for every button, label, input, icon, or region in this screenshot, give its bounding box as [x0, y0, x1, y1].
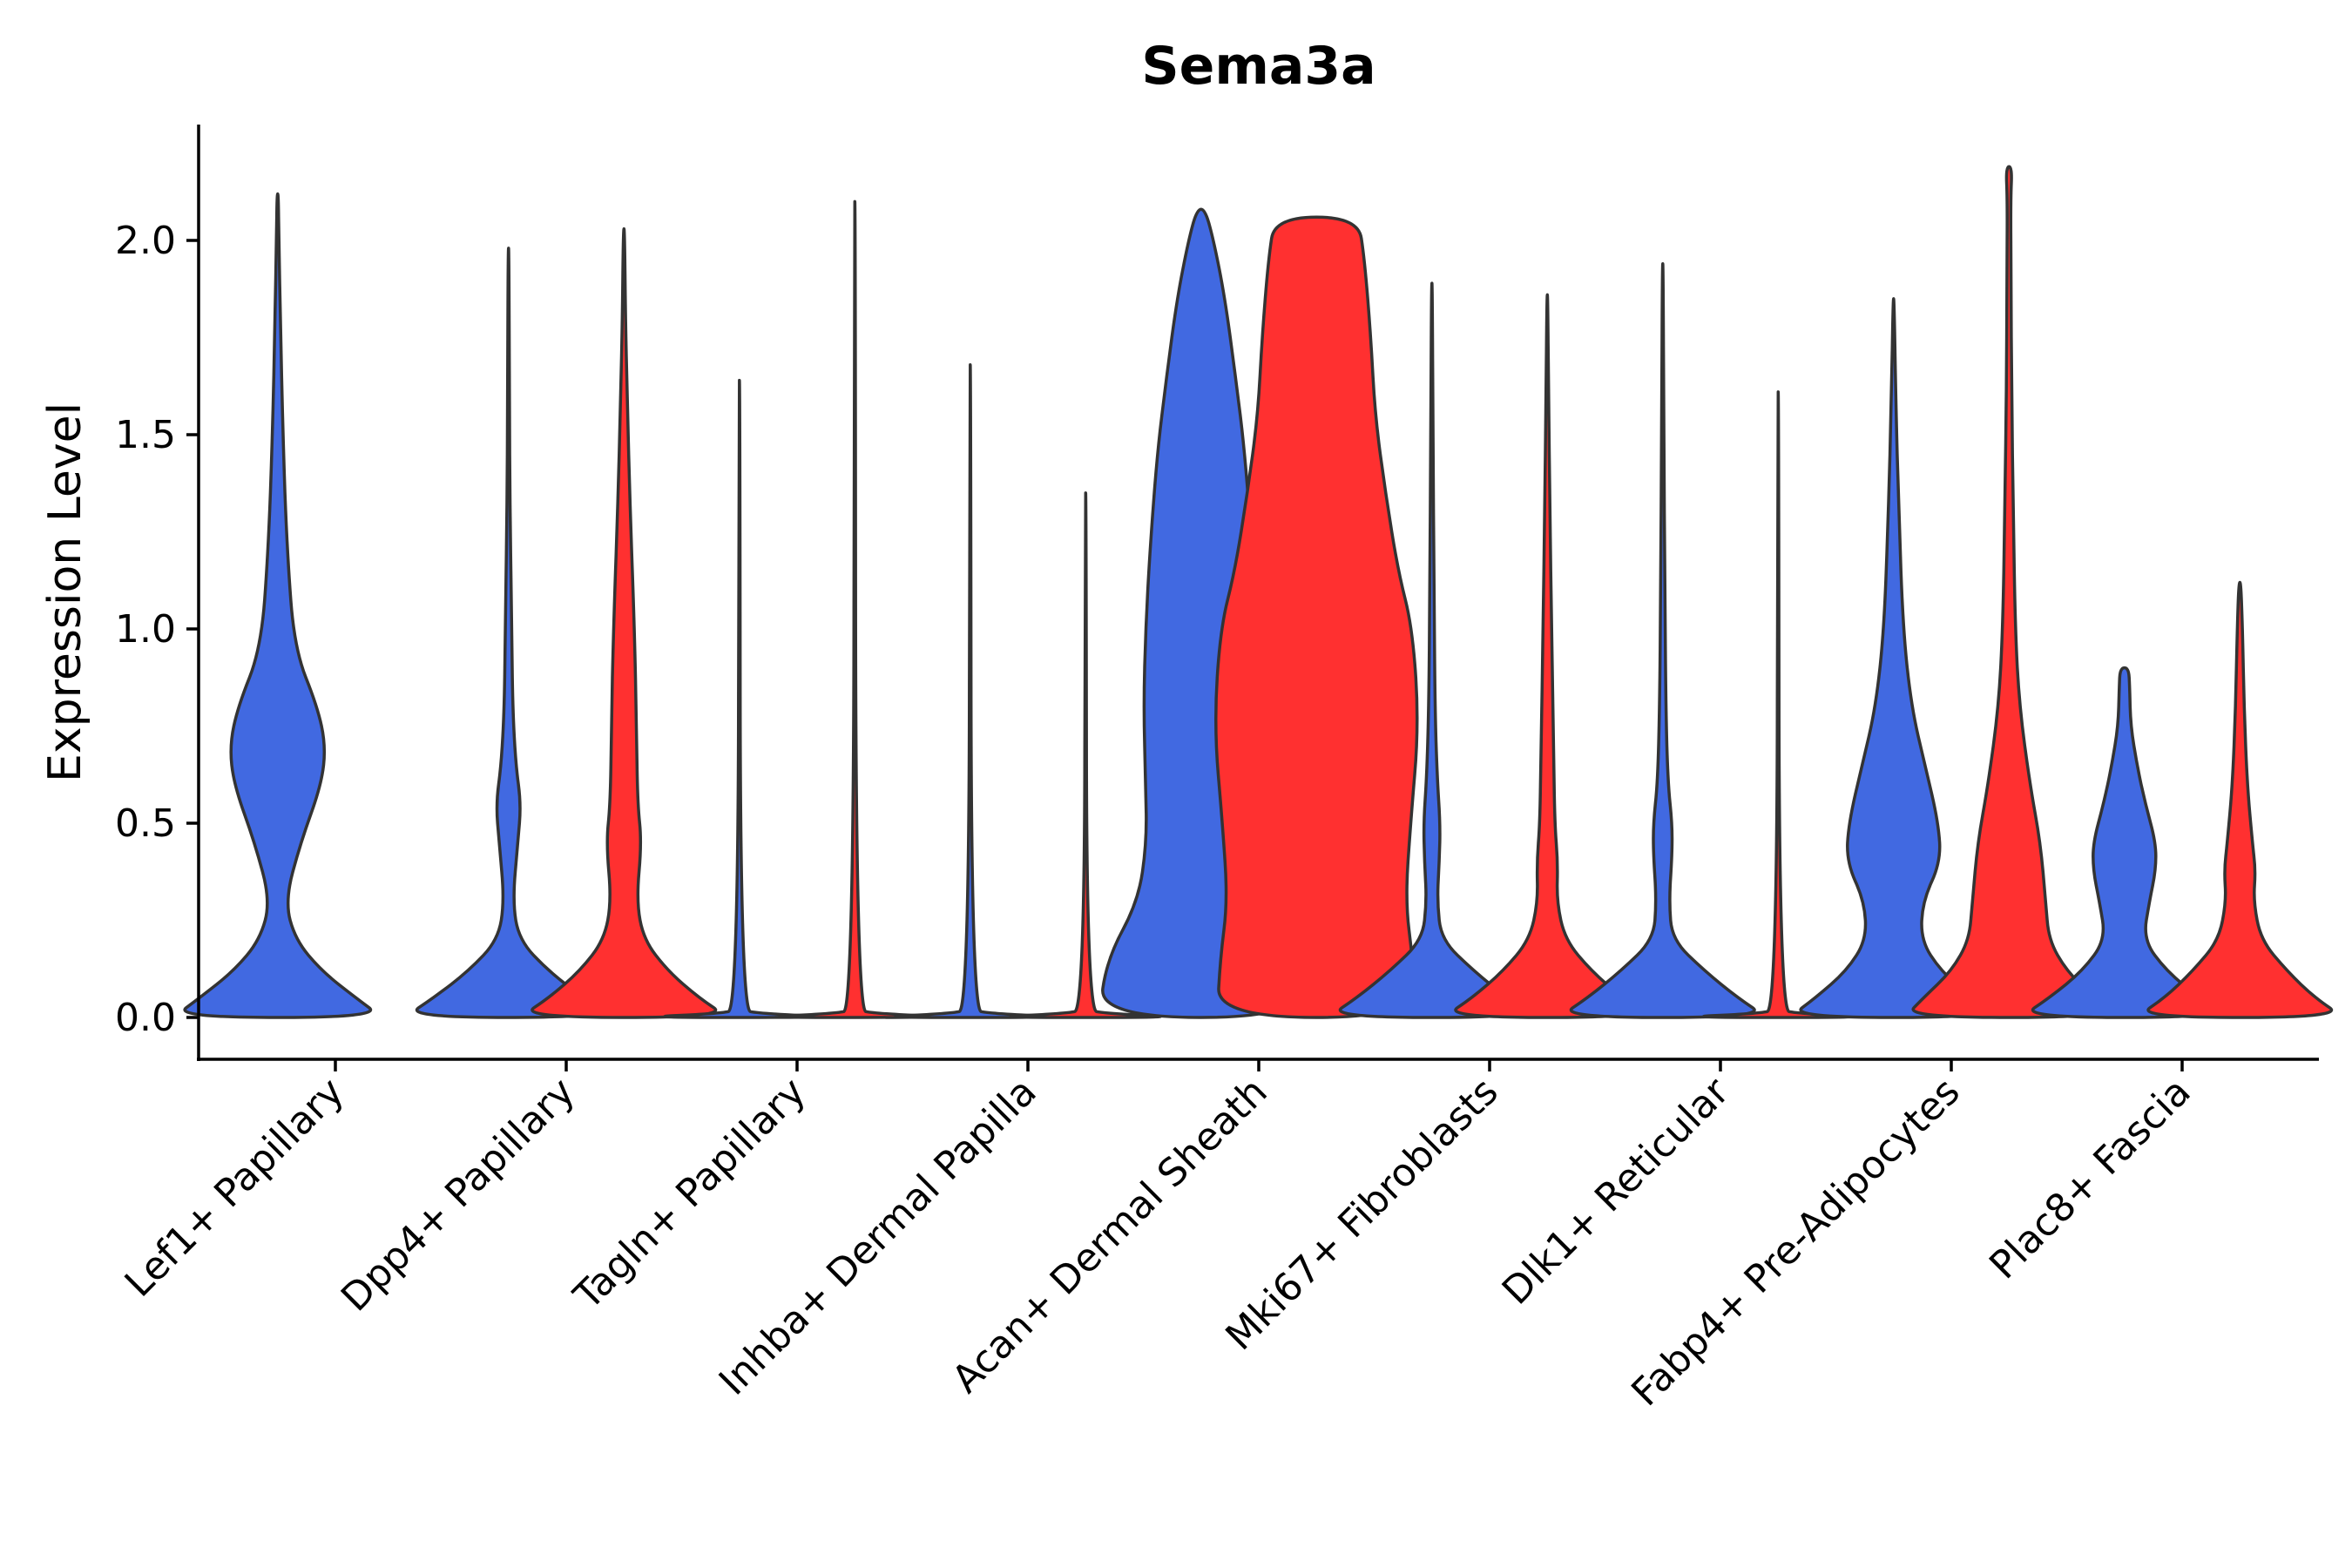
violin-fabp4-pre-adipocytes-red: [1911, 165, 2107, 1019]
y-tick-label: 1.5: [115, 413, 176, 457]
violin-acan-dermal-sheath-red: [1214, 215, 1419, 1019]
x-tick-label-dlk1-reticular: Dlk1+ Reticular: [1494, 1069, 1739, 1314]
violin-fabp4-pre-adipocytes-blue: [1799, 297, 1989, 1019]
violin-dlk1-reticular-red: [1702, 390, 1855, 1019]
violin-dlk1-reticular-blue: [1569, 262, 1756, 1019]
violin-mki67-fibroblasts-blue: [1338, 281, 1525, 1019]
violin-group: [183, 165, 2334, 1019]
y-tick-label: 0.0: [115, 996, 176, 1040]
violin-tagln-papillary-blue: [663, 378, 816, 1019]
y-tick-label: 2.0: [115, 219, 176, 263]
x-tick-label-dpp4-papillary: Dpp4+ Papillary: [333, 1070, 584, 1321]
y-tick-label: 1.0: [115, 607, 176, 652]
violin-tagln-papillary-red: [779, 199, 931, 1019]
violin-dpp4-papillary-blue: [415, 247, 602, 1019]
x-tick-label-lef1-papillary: Lef1+ Papillary: [117, 1070, 353, 1306]
violin-mki67-fibroblasts-red: [1454, 293, 1641, 1019]
violin-plac8-fascia-blue: [2031, 666, 2218, 1019]
x-tick-label-tagln-papillary: Tagln+ Papillary: [565, 1070, 814, 1319]
y-axis-ticks: 0.0 0.5 1.0 1.5 2.0: [115, 219, 199, 1040]
x-tick-label-plac8-fascia: Plac8+ Fascia: [1981, 1070, 2200, 1288]
violin-dpp4-papillary-red: [531, 226, 718, 1019]
y-tick-label: 0.5: [115, 801, 176, 846]
violin-inhba-dermal-papilla-blue: [894, 362, 1047, 1019]
y-axis-label: Expression Level: [39, 402, 91, 782]
violin-lef1-papillary-blue: [183, 192, 373, 1019]
violin-inhba-dermal-papilla-red: [1010, 491, 1162, 1019]
violin-plac8-fascia-red: [2146, 580, 2334, 1019]
chart-title: Sema3a: [1141, 36, 1375, 97]
